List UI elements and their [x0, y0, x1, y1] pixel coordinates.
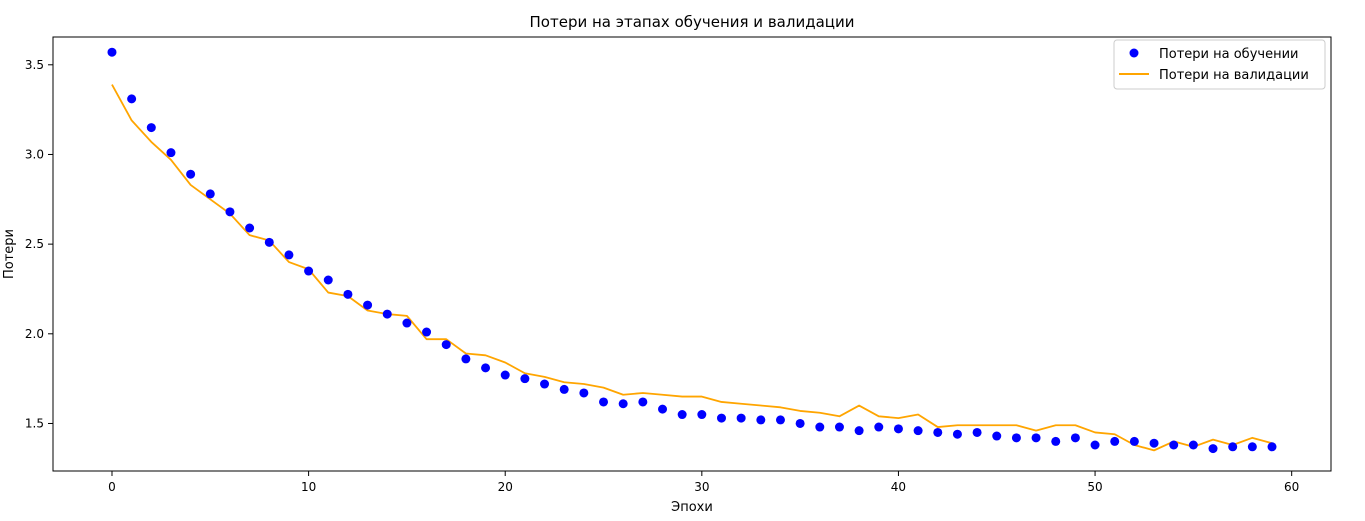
- training-loss-point: [913, 426, 923, 436]
- training-loss-point: [343, 289, 353, 299]
- y-tick-label: 1.5: [25, 416, 44, 430]
- training-loss-point: [1188, 440, 1198, 450]
- training-loss-point: [107, 47, 117, 57]
- x-tick-label: 20: [498, 480, 513, 494]
- training-loss-point: [677, 410, 687, 420]
- training-loss-point: [186, 169, 196, 179]
- validation-loss-series: [111, 84, 1273, 452]
- training-loss-point: [638, 397, 648, 407]
- x-tick-label: 50: [1087, 480, 1102, 494]
- training-loss-point: [1090, 440, 1100, 450]
- training-loss-point: [893, 424, 903, 434]
- training-loss-point: [323, 275, 333, 285]
- y-tick-label: 3.5: [25, 58, 44, 72]
- training-loss-point: [579, 388, 589, 398]
- x-tick-label: 30: [694, 480, 709, 494]
- training-loss-point: [540, 379, 550, 389]
- training-loss-point: [1208, 444, 1218, 454]
- training-loss-point: [225, 207, 235, 217]
- training-loss-point: [166, 148, 176, 158]
- legend-box: [1113, 39, 1326, 90]
- training-loss-point: [618, 399, 628, 409]
- training-loss-point: [245, 223, 255, 233]
- training-loss-series: [107, 47, 1277, 454]
- training-loss-point: [441, 340, 451, 350]
- training-loss-point: [854, 426, 864, 436]
- y-axis-label: Потери: [2, 229, 17, 279]
- training-loss-point: [1031, 433, 1041, 443]
- training-loss-point: [756, 415, 766, 425]
- legend-label-training: Потери на обучении: [1159, 47, 1298, 62]
- x-tick-label: 10: [301, 480, 316, 494]
- training-loss-point: [559, 384, 569, 394]
- training-loss-point: [520, 374, 530, 384]
- training-loss-point: [1110, 436, 1120, 446]
- x-tick-label: 40: [891, 480, 906, 494]
- training-loss-point: [481, 363, 491, 373]
- training-loss-point: [795, 418, 805, 428]
- training-loss-point: [815, 422, 825, 432]
- y-tick-label: 2.0: [25, 327, 44, 341]
- training-loss-point: [834, 422, 844, 432]
- training-loss-point: [1070, 433, 1080, 443]
- training-loss-point: [146, 123, 156, 133]
- x-tick-label: 60: [1284, 480, 1299, 494]
- training-loss-point: [1129, 436, 1139, 446]
- training-loss-point: [284, 250, 294, 260]
- training-loss-point: [461, 354, 471, 364]
- training-loss-point: [874, 422, 884, 432]
- training-loss-point: [972, 427, 982, 437]
- training-loss-point: [363, 300, 373, 310]
- training-loss-point: [599, 397, 609, 407]
- training-loss-point: [1247, 442, 1257, 452]
- training-loss-point: [382, 309, 392, 319]
- training-loss-point: [264, 237, 274, 247]
- training-loss-point: [304, 266, 314, 276]
- training-loss-point: [658, 404, 668, 414]
- y-axis-ticks: 1.5 2.0 2.5 3.0 3.5: [25, 58, 53, 430]
- y-tick-label: 3.0: [25, 147, 44, 161]
- legend-label-validation: Потери на валидации: [1159, 68, 1309, 83]
- y-tick-label: 2.5: [25, 237, 44, 251]
- training-loss-point: [402, 318, 412, 328]
- training-loss-point: [1051, 436, 1061, 446]
- training-loss-point: [775, 415, 785, 425]
- x-axis-label: Эпохи: [671, 500, 713, 515]
- training-loss-point: [933, 427, 943, 437]
- training-loss-point: [500, 370, 510, 380]
- training-loss-point: [736, 413, 746, 423]
- training-loss-point: [1228, 442, 1238, 452]
- validation-loss-line: [111, 84, 1273, 452]
- training-loss-point: [1011, 433, 1021, 443]
- plot-area: [52, 36, 1332, 472]
- training-loss-point: [1149, 438, 1159, 448]
- training-loss-point: [205, 189, 215, 199]
- training-loss-point: [422, 327, 432, 337]
- training-loss-point: [1169, 440, 1179, 450]
- chart-title: Потери на этапах обучения и валидации: [530, 13, 855, 31]
- training-loss-point: [992, 431, 1002, 441]
- training-loss-point: [1267, 442, 1277, 452]
- legend: Потери на обучении Потери на валидации: [1113, 39, 1326, 90]
- legend-marker-training: [1129, 48, 1139, 58]
- plot-frame: [52, 36, 1332, 472]
- x-tick-label: 0: [108, 480, 116, 494]
- x-axis-ticks: 0 10 20 30 40 50 60: [108, 471, 1299, 494]
- training-loss-point: [127, 94, 137, 104]
- training-loss-point: [716, 413, 726, 423]
- training-loss-point: [697, 410, 707, 420]
- training-loss-point: [952, 429, 962, 439]
